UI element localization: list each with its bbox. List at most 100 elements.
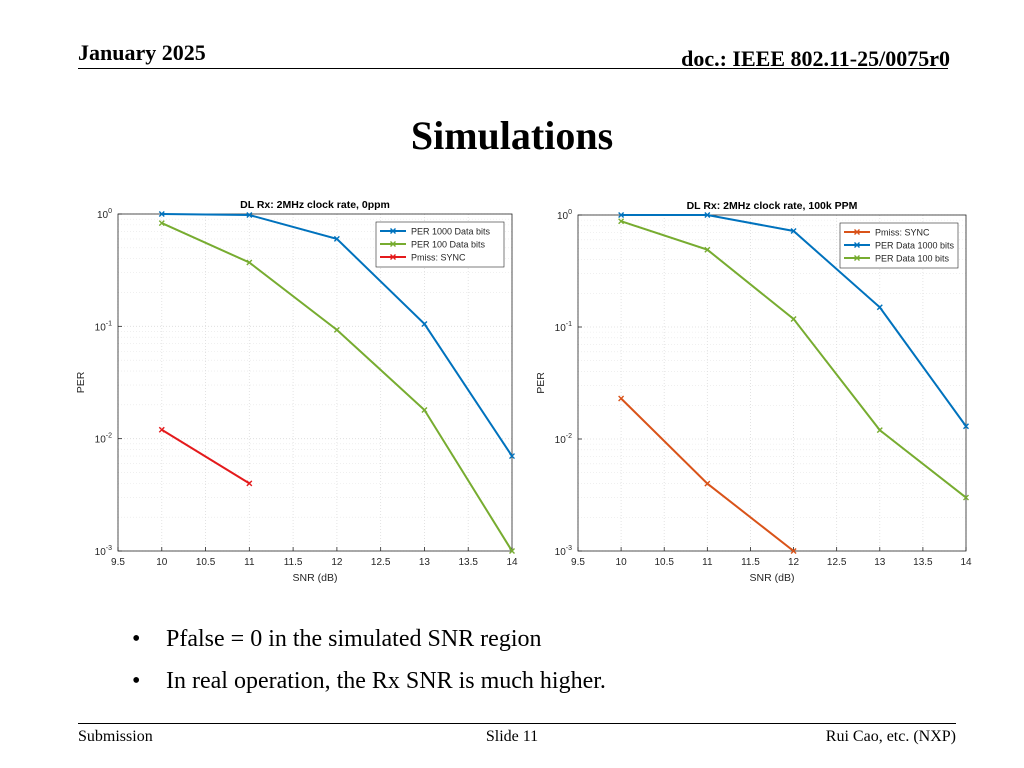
point-marker-stroke: [790, 227, 797, 234]
legend-label: PER 100 Data bits: [411, 240, 486, 250]
bullet-text: Pfalse = 0 in the simulated SNR region: [166, 626, 542, 652]
bullet-dot-icon: •: [132, 668, 141, 694]
point-marker-stroke: [509, 548, 515, 554]
x-tick-label: 11.5: [284, 557, 303, 568]
y-tick-label: 10-3: [555, 545, 572, 558]
y-tick-label: 10-3: [95, 545, 112, 558]
point-marker-stroke: [421, 406, 428, 413]
plot-area: [578, 215, 966, 551]
point-marker-stroke: [246, 211, 253, 218]
axes-box: [577, 214, 967, 552]
data-point: [790, 227, 797, 234]
x-axis-label: SNR (dB): [750, 572, 795, 584]
x-tick-label: 11: [244, 557, 255, 568]
legend-label: PER Data 100 bits: [875, 254, 950, 264]
data-point: [963, 494, 969, 501]
data-point: [246, 259, 253, 266]
y-axis-label: PER: [535, 372, 547, 394]
x-tick-label: 9.5: [111, 557, 125, 568]
point-marker-stroke: [704, 246, 711, 253]
point-marker-stroke: [876, 304, 883, 311]
point-marker-stroke: [333, 235, 340, 242]
data-point: [963, 423, 969, 430]
x-tick-label: 12: [331, 557, 343, 568]
x-tick-label: 11: [702, 557, 713, 568]
legend-label: PER 1000 Data bits: [411, 227, 491, 237]
point-marker-stroke: [618, 395, 625, 402]
x-tick-label: 12.5: [371, 557, 391, 568]
slide-title: Simulations: [410, 113, 614, 158]
x-tick-label: 13.5: [913, 557, 933, 568]
legend: PER 1000 Data bits PER 100 Data bits Pmiss…: [375, 221, 505, 268]
x-tick-label: 12.5: [827, 557, 847, 568]
data-point: [246, 480, 253, 487]
legend-label: Pmiss: SYNC: [411, 253, 466, 263]
legend-marker-stroke: [854, 242, 860, 248]
legend-marker-stroke: [390, 254, 396, 260]
legend-marker-stroke: [390, 241, 396, 247]
point-marker-stroke: [963, 423, 969, 430]
x-tick-label: 14: [960, 557, 972, 568]
data-point: [790, 315, 797, 322]
x-tick-label: 14: [506, 557, 518, 568]
data-point: [704, 480, 711, 487]
y-tick-label: 100: [557, 209, 572, 222]
point-marker-stroke: [421, 320, 428, 327]
bullet-item: • Pfalse = 0 in the simulated SNR region: [132, 622, 606, 664]
legend-marker-stroke: [854, 255, 860, 261]
point-marker-stroke: [963, 494, 969, 501]
x-tick-label: 13.5: [458, 557, 478, 568]
point-marker-stroke: [158, 426, 165, 433]
legend: Pmiss: SYNC PER Data 1000 bits PER Data 10…: [839, 222, 959, 269]
point-marker-stroke: [704, 480, 711, 487]
data-point: [421, 320, 428, 327]
x-tick-label: 13: [419, 557, 431, 568]
legend-marker-stroke: [854, 229, 860, 235]
x-tick-label: 10.5: [196, 557, 216, 568]
y-tick-label: 100: [97, 208, 112, 221]
header-divider: [78, 68, 948, 69]
legend-label: PER Data 1000 bits: [875, 241, 955, 251]
x-tick-label: 9.5: [571, 557, 585, 568]
chart-title: DL Rx: 2MHz clock rate, 0ppm: [240, 199, 390, 211]
data-point: [618, 218, 625, 225]
point-marker-stroke: [509, 453, 515, 460]
point-marker-stroke: [704, 212, 711, 218]
bullet-dot-icon: •: [132, 626, 141, 652]
data-point: [421, 406, 428, 413]
legend-label: Pmiss: SYNC: [875, 228, 930, 238]
y-axis-label: PER: [75, 371, 87, 393]
point-marker-stroke: [246, 480, 253, 487]
x-axis-label: SNR (dB): [293, 572, 338, 584]
data-point: [704, 246, 711, 253]
header-date: January 2025: [78, 40, 206, 65]
footer-slide-number: Slide 11: [485, 728, 539, 745]
point-marker-stroke: [790, 548, 797, 554]
footer-author: Rui Cao, etc. (NXP): [825, 728, 956, 745]
data-point: [158, 211, 165, 217]
data-point: [509, 548, 515, 554]
y-tick-label: 10-1: [555, 321, 572, 334]
bullet-list: • Pfalse = 0 in the simulated SNR region …: [132, 622, 606, 706]
point-marker-stroke: [618, 212, 625, 218]
point-marker-stroke: [158, 211, 165, 217]
axes-box: [117, 213, 513, 552]
data-point: [333, 235, 340, 242]
x-tick-label: 13: [874, 557, 886, 568]
data-point: [876, 427, 883, 434]
data-point: [790, 548, 797, 554]
x-tick-label: 12: [788, 557, 800, 568]
data-point: [158, 220, 165, 227]
point-marker-stroke: [876, 427, 883, 434]
x-tick-label: 10.5: [654, 557, 674, 568]
chart-title: DL Rx: 2MHz clock rate, 100k PPM: [687, 200, 858, 212]
header-doc-id: doc.: IEEE 802.11-25/0075r0: [681, 46, 950, 71]
data-point: [246, 211, 253, 218]
series-line: [161, 428, 250, 485]
bullet-text: In real operation, the Rx SNR is much hi…: [166, 668, 606, 694]
point-marker-stroke: [158, 220, 165, 227]
data-point: [704, 212, 711, 218]
point-marker-stroke: [790, 315, 797, 322]
footer-left: Submission: [78, 728, 153, 745]
y-tick-label: 10-2: [555, 433, 572, 446]
